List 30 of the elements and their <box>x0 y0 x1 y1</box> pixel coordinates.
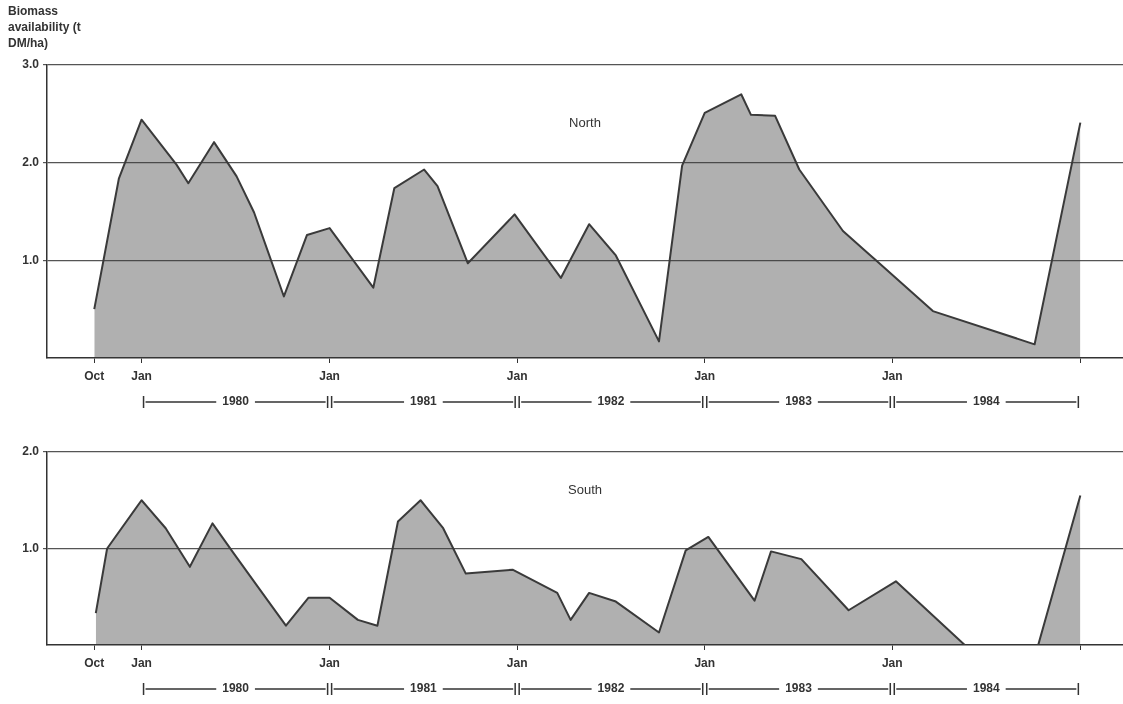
y-tick-label: 2.0 <box>22 154 40 169</box>
x-tick-label: Oct <box>84 655 105 670</box>
y-tick-label: 3.0 <box>22 57 40 72</box>
y-tick-label: 1.0 <box>22 540 40 555</box>
y-tick-label: 2.0 <box>22 444 40 459</box>
text: South <box>568 482 602 498</box>
text: 1981 <box>410 681 438 696</box>
text: 1982 <box>597 394 625 409</box>
x-tick-label: Jan <box>506 655 528 670</box>
x-tick-label: Jan <box>881 655 903 670</box>
text: 1983 <box>785 394 813 409</box>
x-tick-label: Jan <box>131 655 152 670</box>
x-tick-label: Jan <box>881 368 903 383</box>
text: 1981 <box>410 394 438 409</box>
x-tick-label: Jan <box>131 368 152 383</box>
x-tick-label: Jan <box>506 368 528 383</box>
text: 1983 <box>785 681 813 696</box>
x-tick-label: Jan <box>319 655 340 670</box>
text: 1984 <box>972 681 1000 696</box>
y-axis-title: Biomass availability (t DM/ha) <box>8 4 81 51</box>
text: 1980 <box>222 681 250 696</box>
x-tick-label: Jan <box>694 368 716 383</box>
text: 1982 <box>597 681 625 696</box>
x-tick-label: Oct <box>84 368 105 383</box>
y-tick-label: 1.0 <box>22 252 40 267</box>
text: North <box>569 115 601 131</box>
text: 1980 <box>222 394 250 409</box>
text: 1984 <box>972 394 1000 409</box>
x-tick-label: Jan <box>694 655 716 670</box>
x-tick-label: Jan <box>319 368 340 383</box>
